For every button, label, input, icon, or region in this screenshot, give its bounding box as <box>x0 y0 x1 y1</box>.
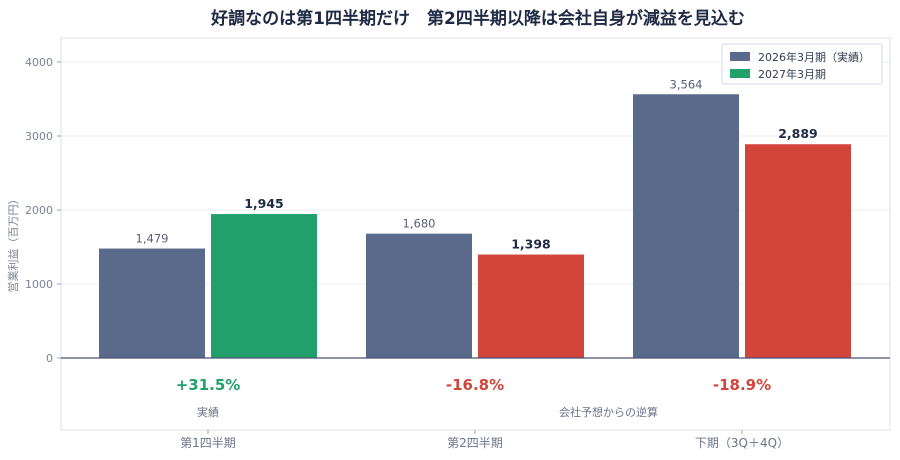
legend-swatch <box>730 52 750 61</box>
x-tick-label: 第2四半期 <box>447 436 503 450</box>
change-label: -18.9% <box>713 376 771 394</box>
y-tick-label: 2000 <box>25 204 53 217</box>
legend-label[interactable]: 2026年3月期（実績） <box>758 50 870 64</box>
change-labels: +31.5% 実績 -16.8% -18.9% 会社予想からの逆算 <box>176 376 771 419</box>
legend-swatch <box>730 69 750 78</box>
bar <box>366 233 472 358</box>
data-labels: 1,479 1,680 3,564 1,945 1,398 2,889 <box>136 77 818 251</box>
data-label: 3,564 <box>670 77 703 91</box>
legend-label[interactable]: 2027年3月期 <box>758 67 826 81</box>
y-tick-label: 3000 <box>25 130 53 143</box>
data-label: 1,398 <box>511 237 551 252</box>
y-axis-label: 営業利益（百万円） <box>6 194 20 293</box>
x-axis: 第1四半期 第2四半期 下期（3Q＋4Q） <box>180 430 789 450</box>
y-tick-label: 0 <box>46 352 53 365</box>
data-label: 1,479 <box>136 232 169 246</box>
data-label: 2,889 <box>778 126 818 141</box>
change-note: 実績 <box>197 405 219 419</box>
legend-box <box>721 43 883 85</box>
y-axis: 0 1000 2000 3000 4000 <box>25 56 61 365</box>
group-note: 会社予想からの逆算 <box>559 405 658 419</box>
change-label: -16.8% <box>446 376 504 394</box>
legend[interactable]: 2026年3月期（実績） 2027年3月期 <box>721 43 883 85</box>
bars <box>99 94 851 358</box>
bar <box>745 144 851 358</box>
y-tick-label: 1000 <box>25 278 53 291</box>
x-tick-label: 第1四半期 <box>180 436 236 450</box>
data-label: 1,680 <box>403 217 436 231</box>
y-tick-label: 4000 <box>25 56 53 69</box>
bar <box>99 248 205 358</box>
bar <box>478 254 584 358</box>
x-tick-label: 下期（3Q＋4Q） <box>695 436 789 450</box>
data-label: 1,945 <box>244 196 284 211</box>
bar <box>633 94 739 358</box>
change-label: +31.5% <box>176 376 241 394</box>
bar <box>211 214 317 358</box>
chart-title: 好調なのは第1四半期だけ 第2四半期以降は会社自身が減益を見込む <box>210 8 745 29</box>
